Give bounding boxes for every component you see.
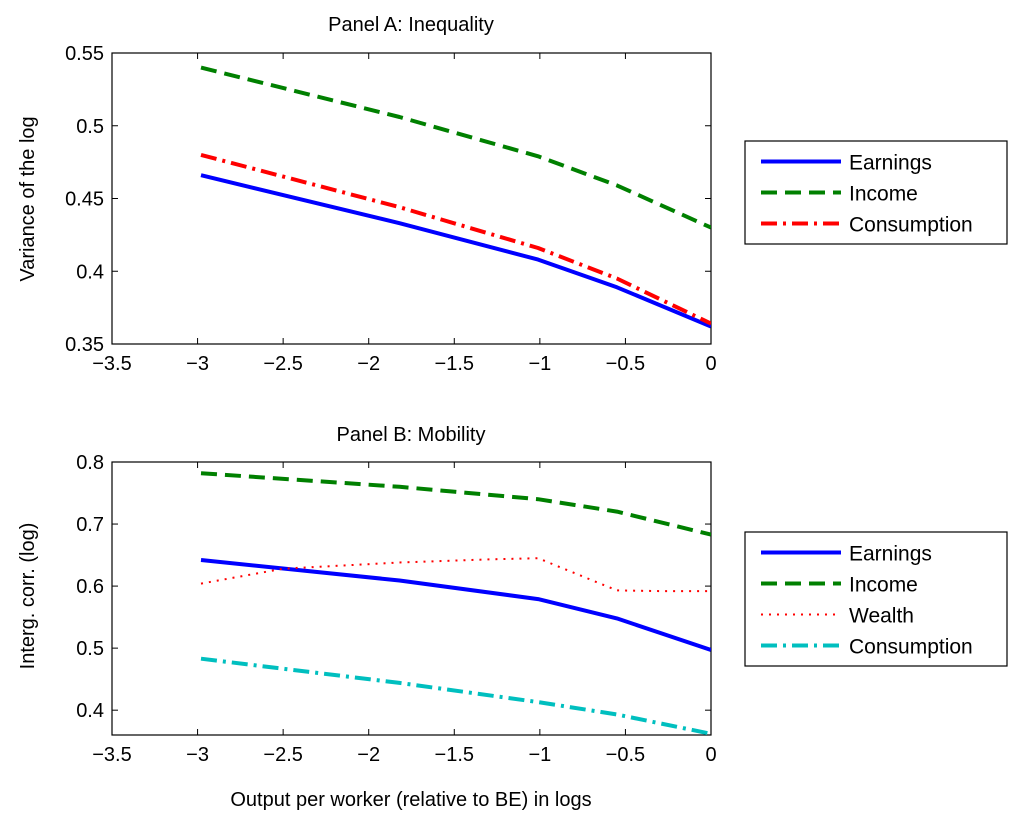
panel-a-ylabel: Variance of the log	[17, 116, 39, 281]
panel-a-xtick-label: −3	[186, 353, 209, 375]
panel-b-xtick-label: −3	[186, 744, 209, 766]
panel-a-plot: −3.5 −3 −2.5 −2 −1.5 −1 −0.5 0 0.35 0.4 0.45 0.5 0.5…	[65, 43, 717, 375]
panel-a-xtick-label: 0	[705, 353, 716, 375]
panel-b-plot: −3.5 −3 −2.5 −2 −1.5 −1 −0.5 0 0.4 0.5 0.6 0.7 0.8	[76, 452, 716, 766]
panel-a-legend: Earnings Income Consumption	[744, 140, 1008, 245]
series-line-consumption	[200, 656, 711, 735]
panel-a-xtick-label: −1.5	[435, 353, 474, 375]
panel-a-ytick-label: 0.55	[65, 43, 104, 65]
legend-label-wealth: Wealth	[849, 605, 914, 628]
panel-a-axes-box	[111, 52, 712, 345]
panel-b-xtick-label: −1.5	[435, 744, 474, 766]
panel-b-ylabel: Interg. corr. (log)	[17, 523, 39, 670]
series-line-earnings	[200, 558, 711, 652]
panel-a-ytick-label: 0.5	[76, 116, 104, 138]
panel-a-xtick-label: −1	[528, 353, 551, 375]
panel-a-ytick-label: 0.35	[65, 334, 104, 356]
panel-a-title: Panel A: Inequality	[328, 14, 494, 36]
panel-b-xtick-label: 0	[705, 744, 716, 766]
legend-label-consumption: Consumption	[849, 214, 973, 237]
legend-label-income: Income	[849, 183, 918, 206]
legend-label-income: Income	[849, 574, 918, 597]
panel-b-xtick-label: −2.5	[263, 744, 302, 766]
panel-a-xtick-label: −2	[357, 353, 380, 375]
legend-label-earnings: Earnings	[849, 543, 932, 566]
panel-a-xtick-label: −2.5	[263, 353, 302, 375]
series-line-wealth	[200, 557, 711, 593]
panel-b-xtick-label: −2	[357, 744, 380, 766]
panel-b-axes-box	[111, 461, 712, 736]
panel-b-ytick-label: 0.8	[76, 452, 104, 474]
series-line-consumption	[200, 152, 711, 326]
series-line-income	[200, 471, 711, 537]
panel-a: Panel A: Inequality Variance of the log …	[17, 14, 1008, 375]
panel-b-legend: Earnings Income Wealth Consumption	[744, 531, 1008, 667]
series-line-earnings	[200, 173, 711, 329]
panel-b-xtick-label: −3.5	[92, 744, 131, 766]
panel-a-ytick-label: 0.4	[76, 261, 104, 283]
panel-b-xtick-label: −1	[528, 744, 551, 766]
legend-label-consumption: Consumption	[849, 636, 973, 659]
series-line-income	[200, 65, 711, 230]
panel-b-xlabel: Output per worker (relative to BE) in lo…	[230, 789, 591, 811]
panel-b-ytick-label: 0.6	[76, 576, 104, 598]
panel-b: Panel B: Mobility Interg. corr. (log) Ou…	[17, 424, 1008, 811]
panel-b-ytick-label: 0.7	[76, 514, 104, 536]
panel-a-xtick-label: −3.5	[92, 353, 131, 375]
panel-b-ytick-label: 0.4	[76, 700, 104, 722]
panel-b-xtick-label: −0.5	[606, 744, 645, 766]
legend-label-earnings: Earnings	[849, 152, 932, 175]
panel-a-xtick-label: −0.5	[606, 353, 645, 375]
panel-a-ytick-label: 0.45	[65, 189, 104, 211]
panel-b-title: Panel B: Mobility	[337, 424, 486, 446]
panel-b-ytick-label: 0.5	[76, 638, 104, 660]
